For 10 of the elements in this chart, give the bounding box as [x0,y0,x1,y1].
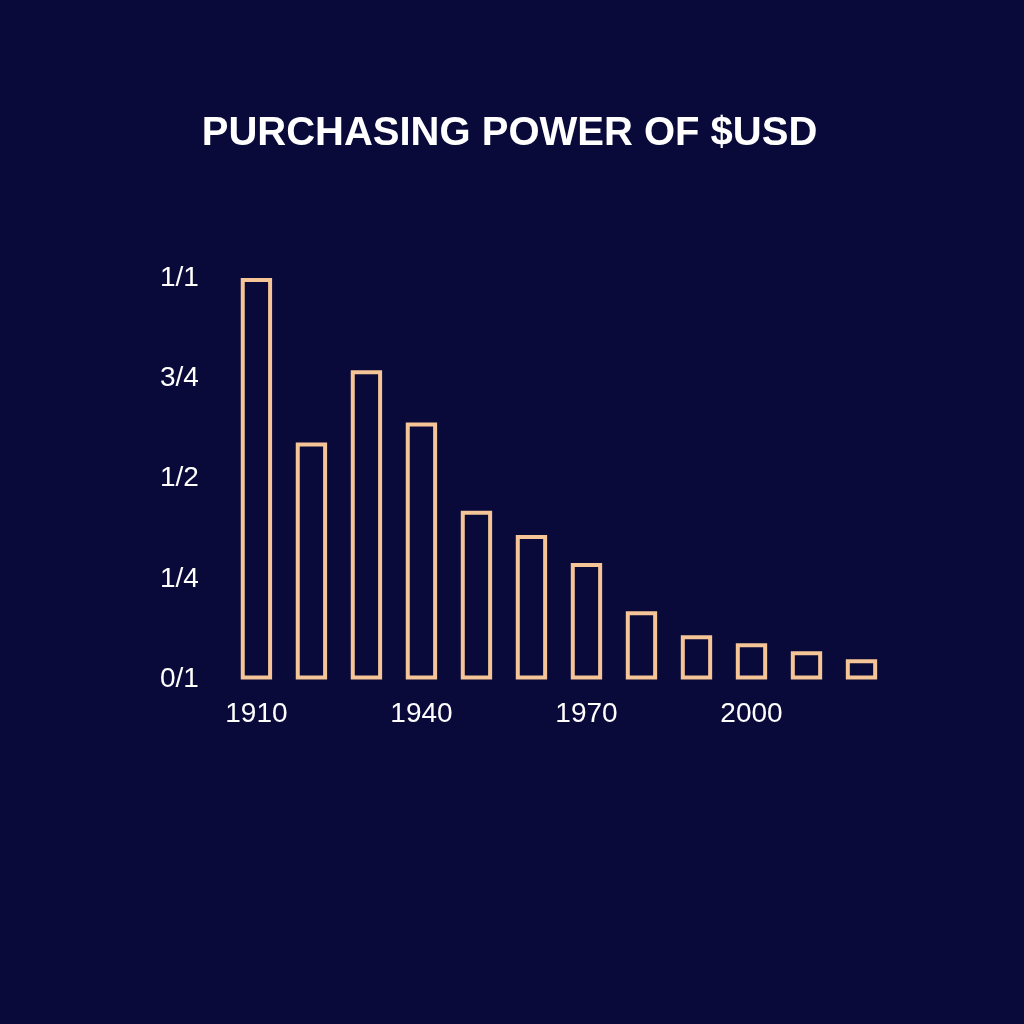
y-tick-label: 0/1 [159,662,199,694]
y-tick-label: 1/4 [159,561,199,593]
y-tick-label: 3/4 [159,361,199,393]
y-tick-label: 1/2 [159,461,199,493]
chart-title: PURCHASING POWER OF $USD [201,109,818,154]
x-tick-label: 1970 [555,696,618,728]
y-tick-label: 1/1 [159,260,199,292]
x-tick-label: 2000 [720,696,783,728]
x-tick-label: 1940 [390,696,453,728]
x-tick-label: 1910 [225,696,288,728]
